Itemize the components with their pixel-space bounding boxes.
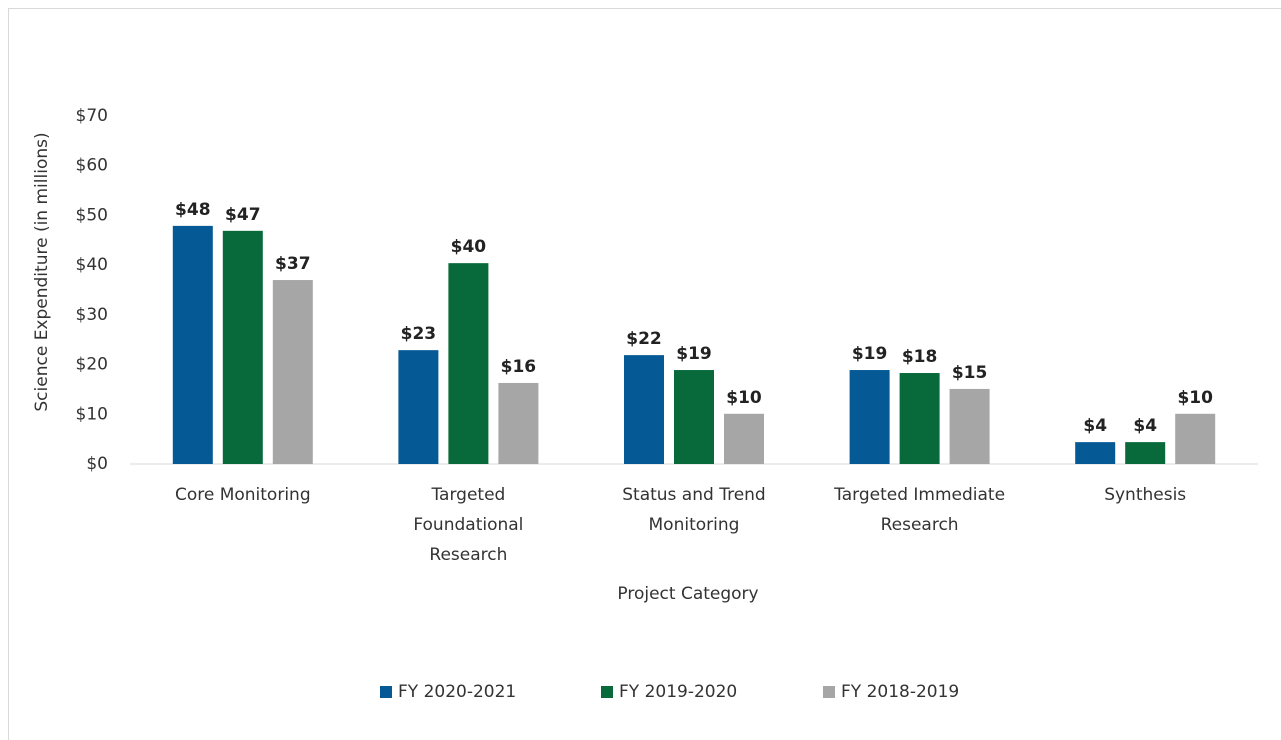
value-label: $10	[726, 388, 762, 408]
bar	[172, 225, 213, 464]
y-tick-label: $70	[76, 106, 108, 126]
y-tick-label: $10	[76, 404, 108, 424]
x-tick-label-box: Synthesis	[1104, 485, 1187, 505]
x-tick-label: Targeted Foundational Research	[413, 485, 524, 565]
value-label: $37	[275, 254, 311, 274]
x-tick-label-box: Targeted Immediate Research	[834, 485, 1006, 535]
y-tick-label: $60	[76, 156, 108, 176]
x-tick-label: Targeted Immediate Research	[834, 485, 1006, 535]
value-label: $48	[175, 200, 211, 220]
bar	[674, 370, 714, 464]
x-tick-label: Status and Trend Monitoring	[622, 485, 766, 535]
bar	[272, 280, 313, 464]
bar	[222, 230, 263, 464]
value-label: $47	[225, 205, 261, 225]
bar	[724, 413, 764, 464]
bar	[448, 263, 489, 464]
legend-swatch	[823, 686, 835, 698]
legend-swatch	[380, 686, 392, 698]
legend-label: FY 2020-2021	[398, 682, 516, 702]
value-label: $4	[1083, 416, 1107, 436]
bar	[849, 370, 890, 464]
value-label: $18	[902, 347, 938, 367]
y-tick-label: $30	[76, 305, 108, 325]
value-label: $19	[852, 344, 888, 364]
y-tick-label: $40	[76, 255, 108, 275]
x-axis-title: Project Category	[617, 584, 758, 604]
value-label: $40	[451, 237, 487, 257]
value-label: $15	[952, 363, 988, 383]
y-axis-title: Science Expenditure (in millions)	[32, 132, 52, 411]
x-tick-label: Synthesis	[1104, 485, 1187, 505]
bar	[398, 350, 439, 464]
legend-swatch	[601, 686, 613, 698]
value-label: $16	[501, 357, 537, 377]
x-tick-label: Core Monitoring	[174, 485, 311, 505]
y-tick-label: $0	[86, 454, 108, 474]
bar	[949, 388, 990, 464]
value-label: $10	[1177, 388, 1213, 408]
y-tick-label: $50	[76, 205, 108, 225]
value-label: $4	[1133, 416, 1157, 436]
x-tick-label-box: Status and Trend Monitoring	[622, 485, 766, 535]
value-label: $23	[401, 324, 437, 344]
bar	[1125, 442, 1166, 464]
x-tick-label-box: Targeted Foundational Research	[413, 485, 524, 565]
x-tick-label-box: Core Monitoring	[174, 485, 311, 505]
y-tick-label: $20	[76, 355, 108, 375]
value-label: $22	[626, 329, 662, 349]
bar	[1175, 413, 1216, 464]
value-label: $19	[676, 344, 712, 364]
bar	[1075, 442, 1116, 464]
legend-label: FY 2018-2019	[841, 682, 959, 702]
bar	[624, 355, 664, 464]
legend-label: FY 2019-2020	[619, 682, 737, 702]
bar	[899, 373, 940, 464]
bar	[498, 382, 539, 464]
